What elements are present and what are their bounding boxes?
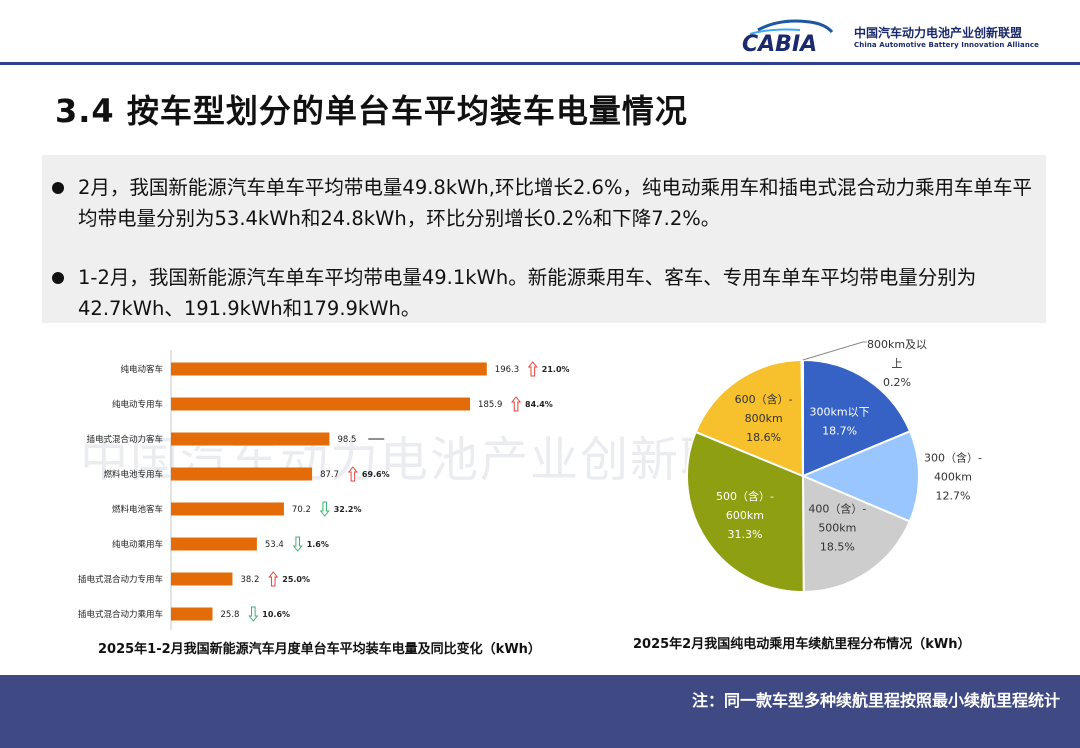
pie-label: 500（含）- bbox=[716, 489, 774, 503]
bar-value-label: 25.8 bbox=[221, 610, 240, 620]
pie-label: 600km bbox=[726, 509, 764, 522]
pie-label: 300km以下 bbox=[810, 406, 870, 419]
arrow-down-icon bbox=[248, 606, 259, 622]
bar bbox=[171, 362, 487, 376]
bar-chart: 纯电动客车 196.3 21.0% 纯电动专用车 185.9 84.4% 插电式混合动力客车… bbox=[78, 350, 570, 630]
bar-category-label: 燃料电池客车 bbox=[112, 504, 163, 515]
pie-slice bbox=[801, 474, 912, 594]
summary-text: 2月，我国新能源汽车单车平均带电量49.8kWh,环比增长2.6%，纯电动乘用车… bbox=[78, 176, 1032, 230]
logo-car-icon: CABIA bbox=[742, 19, 834, 54]
pie-label: 0.2% bbox=[883, 376, 911, 389]
bar-value-label: 185.9 bbox=[478, 400, 502, 410]
header-divider bbox=[0, 62, 1080, 65]
bar-category-label: 插电式混合动力乘用车 bbox=[78, 609, 163, 620]
yoy-label: 84.4% bbox=[525, 400, 553, 409]
bar-value-label: 70.2 bbox=[292, 505, 311, 515]
bar-category-label: 插电式混合动力客车 bbox=[86, 434, 163, 445]
pie-label: 31.3% bbox=[728, 528, 763, 541]
bar-chart-title: 2025年1-2月我国新能源汽车月度单台车平均装车电量及同比变化（kWh） bbox=[98, 642, 541, 657]
bar-value-label: 87.7 bbox=[320, 470, 339, 480]
summary-text: 1-2月，我国新能源汽车单车平均带电量49.1kWh。新能源乘用车、客车、专用车… bbox=[78, 266, 977, 320]
bar-value-label: 98.5 bbox=[337, 435, 356, 445]
pie-label: 600（含）- bbox=[735, 392, 793, 406]
pie-leader-line bbox=[802, 341, 867, 361]
logo-english-name: China Automotive Battery Innovation Alli… bbox=[854, 41, 1040, 49]
arrow-up-icon bbox=[268, 571, 279, 587]
pie-label: 300（含）- bbox=[924, 450, 982, 464]
yoy-label: 32.2% bbox=[334, 505, 362, 514]
pie-chart-title: 2025年2月我国纯电动乘用车续航里程分布情况（kWh） bbox=[633, 637, 971, 652]
bullet-dot-icon bbox=[52, 182, 64, 194]
bar-category-label: 纯电动乘用车 bbox=[112, 539, 163, 550]
pie-label: 400km bbox=[934, 470, 972, 483]
pie-slice bbox=[694, 358, 805, 478]
page-title: 3.4 按车型划分的单台车平均装车电量情况 bbox=[55, 92, 688, 130]
pie-label: 800km bbox=[745, 412, 783, 425]
arrow-up-icon bbox=[347, 466, 358, 482]
pie-label: 上 bbox=[892, 357, 903, 370]
logo-chinese-name: 中国汽车动力电池产业创新联盟 bbox=[854, 26, 1023, 40]
bar-value-label: 53.4 bbox=[265, 540, 284, 550]
logo-text: CABIA bbox=[742, 32, 817, 54]
bar-category-label: 燃料电池专用车 bbox=[103, 469, 163, 480]
pie-slice bbox=[800, 429, 920, 523]
header-bar: CABIA 中国汽车动力电池产业创新联盟 China Automotive Ba… bbox=[0, 0, 1080, 62]
pie-label: 12.7% bbox=[936, 489, 971, 502]
cabia-logo: CABIA 中国汽车动力电池产业创新联盟 China Automotive Ba… bbox=[740, 18, 1040, 54]
pie-chart: 300km以下 18.7% 300（含）- 400km 12.7% 400（含）- 500k… bbox=[686, 338, 982, 594]
pie-slice bbox=[802, 358, 912, 478]
arrow-up-icon bbox=[511, 396, 522, 412]
pie-label: 400（含）- bbox=[808, 502, 866, 516]
pie-label: 18.6% bbox=[746, 431, 781, 444]
pie-label: 18.7% bbox=[822, 425, 857, 438]
bar-value-label: 196.3 bbox=[495, 365, 519, 375]
yoy-label: 25.0% bbox=[282, 575, 310, 584]
pie-label: 500km bbox=[818, 522, 856, 535]
arrow-up-icon bbox=[527, 361, 538, 377]
yoy-label: 69.6% bbox=[362, 470, 390, 479]
yoy-label: 10.6% bbox=[262, 610, 290, 619]
bullet-dot-icon bbox=[52, 272, 64, 284]
bar-value-label: 38.2 bbox=[240, 575, 259, 585]
bar bbox=[171, 502, 284, 516]
footer-bar: 注：同一款车型多种续航里程按照最小续航里程统计 bbox=[0, 675, 1080, 748]
bar bbox=[171, 432, 330, 446]
bar-category-label: 插电式混合动力专用车 bbox=[78, 574, 163, 585]
bar-category-label: 纯电动客车 bbox=[120, 364, 163, 375]
bar bbox=[171, 397, 471, 411]
summary-box: 2月，我国新能源汽车单车平均带电量49.8kWh,环比增长2.6%，纯电动乘用车… bbox=[42, 155, 1046, 323]
arrow-down-icon bbox=[319, 501, 330, 517]
pie-label: 18.5% bbox=[820, 541, 855, 554]
yoy-label: 21.0% bbox=[542, 365, 570, 374]
bar-category-label: 纯电动专用车 bbox=[112, 399, 163, 410]
bar bbox=[171, 572, 233, 586]
yoy-label: 1.6% bbox=[307, 540, 329, 549]
bar bbox=[171, 467, 313, 481]
footer-note: 注：同一款车型多种续航里程按照最小续航里程统计 bbox=[691, 691, 1060, 710]
pie-slice bbox=[686, 430, 805, 593]
bar bbox=[171, 607, 213, 621]
arrow-down-icon bbox=[292, 536, 303, 552]
bar bbox=[171, 537, 257, 551]
pie-label: 800km及以 bbox=[867, 338, 927, 351]
